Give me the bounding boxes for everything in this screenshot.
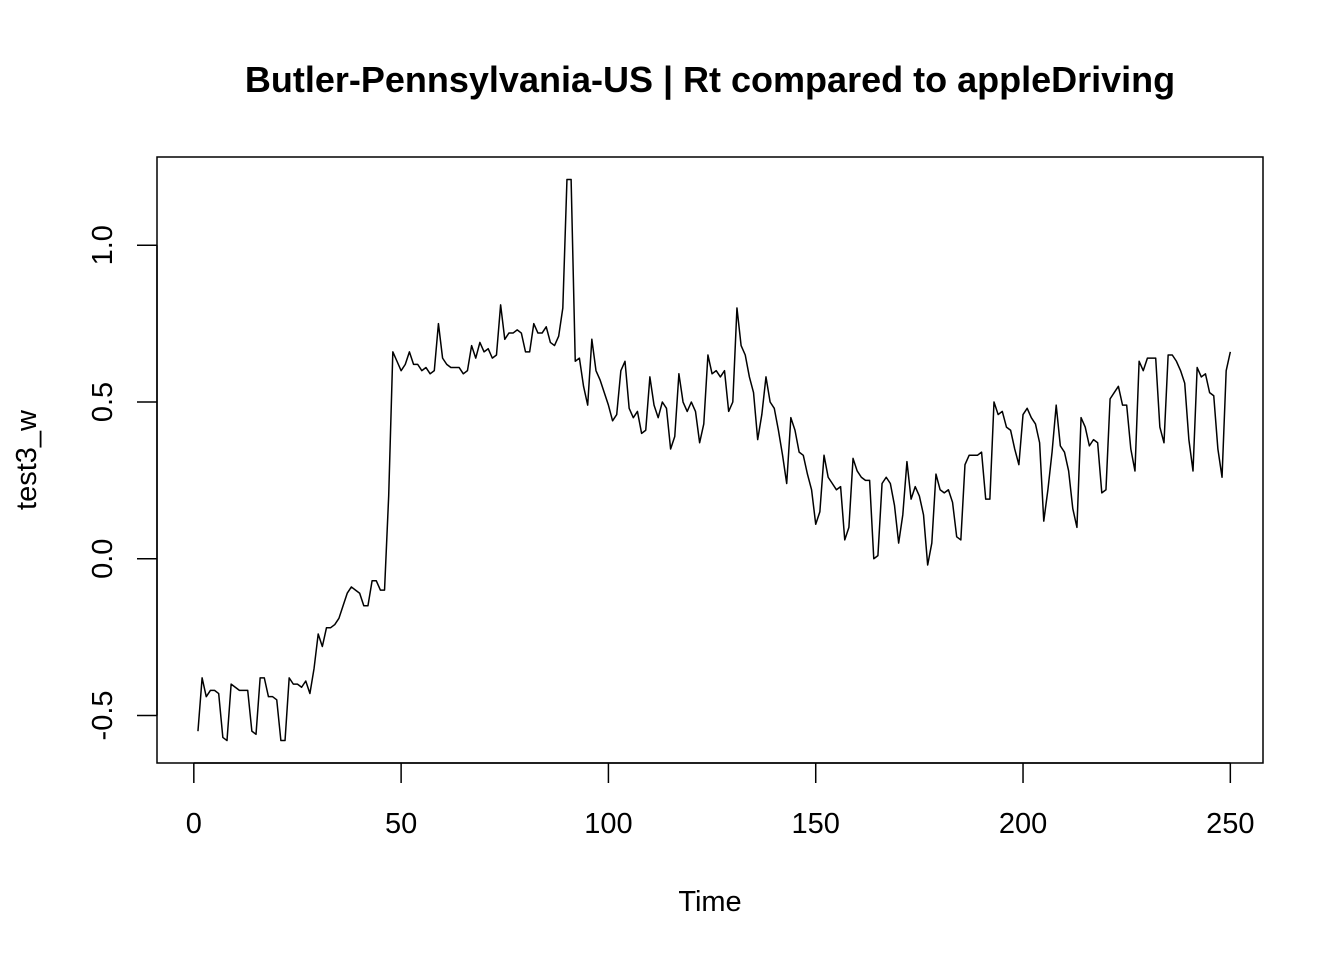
x-tick-label: 150 [792, 808, 840, 840]
y-tick-label: 0.5 [87, 382, 119, 422]
y-tick-label: 0.0 [87, 539, 119, 579]
chart-title: Butler-Pennsylvania-US | Rt compared to … [245, 59, 1175, 101]
series-line [197, 178, 1232, 742]
plot-frame [156, 156, 1264, 764]
y-tick-label: 1.0 [87, 225, 119, 265]
y-axis: -0.5 0.0 0.5 1.0 [87, 225, 158, 740]
x-tick-label: 200 [999, 808, 1047, 840]
x-tick-label: 50 [385, 808, 417, 840]
x-axis: 0 50 100 150 200 250 [186, 762, 1255, 840]
x-tick-label: 0 [186, 808, 202, 840]
x-tick-label: 250 [1206, 808, 1254, 840]
x-tick-label: 100 [584, 808, 632, 840]
x-axis-label: Time [678, 886, 741, 918]
y-tick-label: -0.5 [87, 690, 119, 740]
y-axis-label: test3_w [11, 409, 43, 510]
